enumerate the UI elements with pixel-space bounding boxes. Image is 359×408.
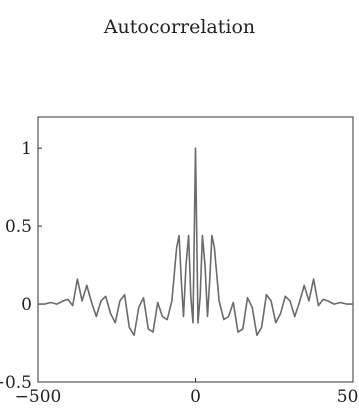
chart-title: Autocorrelation [103,16,256,38]
y-tick-label: 1 [21,139,32,159]
x-tick-label: 500 [337,387,359,407]
autocorrelation-series-line [38,147,353,337]
x-tick-label: 0 [190,387,201,407]
y-tick-label: 0.5 [5,217,32,237]
y-tick-label: −0.5 [0,373,32,393]
y-tick-label: 0 [21,295,32,315]
series-layer [38,147,353,337]
axes-layer: −500 0 500 −0.5 0 0.5 1 [0,139,359,407]
x-tick-label: −500 [15,387,62,407]
